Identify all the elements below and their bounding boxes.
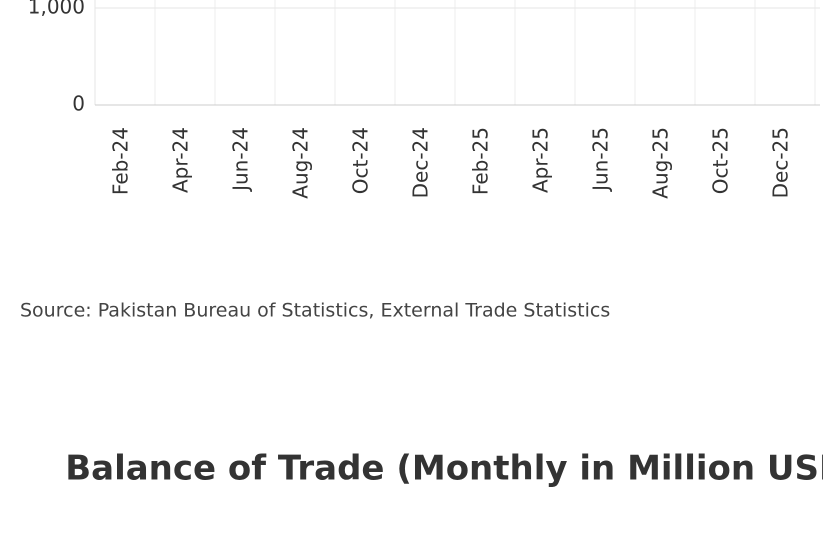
x-tick-label: Dec-25 [769,127,793,198]
y-tick-label: 1,000 [28,0,85,19]
x-tick-label: Apr-24 [169,127,193,193]
x-tick-label: Aug-24 [289,127,313,199]
x-tick-label: Jun-25 [589,127,613,193]
x-tick-label: Oct-24 [349,127,373,194]
x-tick-label: Feb-25 [469,127,493,195]
y-tick-label: 0 [72,92,85,116]
source-note: Source: Pakistan Bureau of Statistics, E… [20,300,610,322]
x-tick-label: Feb-24 [109,127,133,195]
x-tick-label: Jun-24 [229,127,253,193]
x-tick-label: Dec-24 [409,127,433,198]
x-tick-label: Apr-25 [529,127,553,193]
x-tick-label: Oct-25 [709,127,733,194]
chart-title: Balance of Trade (Monthly in Million USD… [65,449,823,489]
x-tick-label: Aug-25 [649,127,673,199]
